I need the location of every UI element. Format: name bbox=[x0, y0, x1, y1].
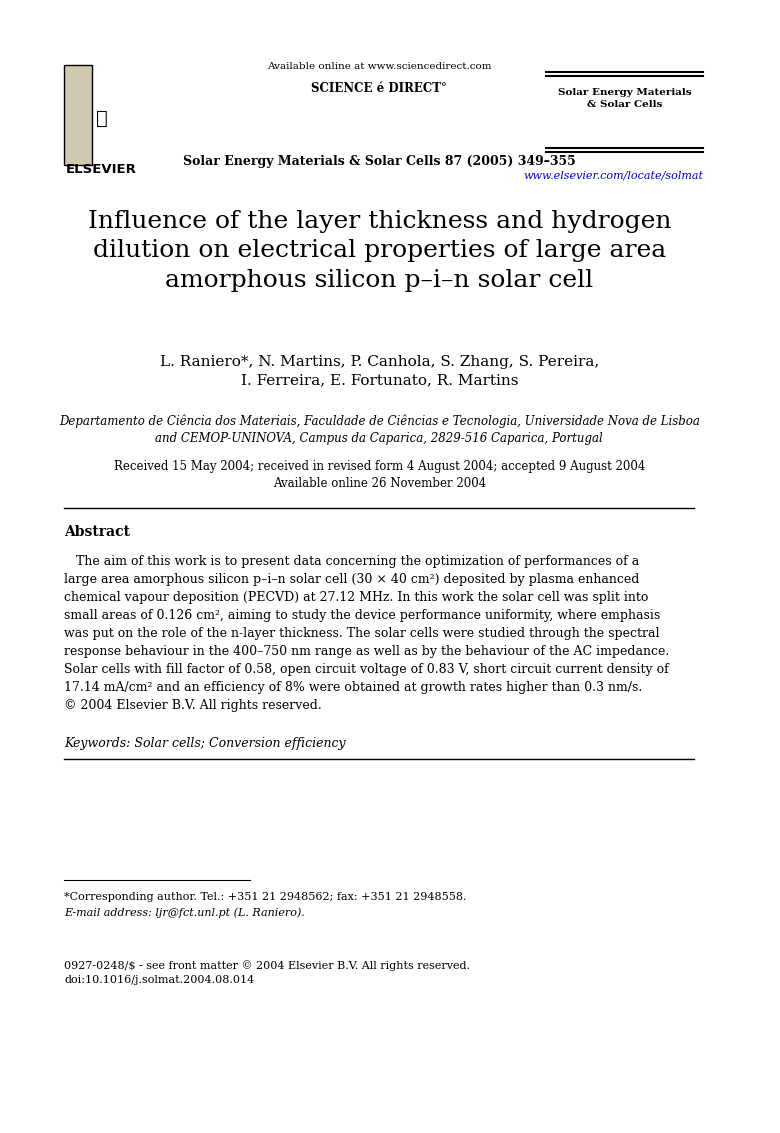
Text: *Corresponding author. Tel.: +351 21 2948562; fax: +351 21 2948558.: *Corresponding author. Tel.: +351 21 294… bbox=[65, 892, 467, 902]
Text: E-mail address: ljr@fct.unl.pt (L. Raniero).: E-mail address: ljr@fct.unl.pt (L. Ranie… bbox=[65, 908, 305, 918]
Text: Available online at www.sciencedirect.com: Available online at www.sciencedirect.co… bbox=[267, 62, 491, 71]
Text: www.elsevier.com/locate/solmat: www.elsevier.com/locate/solmat bbox=[523, 170, 704, 180]
Text: ELSEVIER: ELSEVIER bbox=[66, 163, 137, 176]
Text: Keywords: Solar cells; Conversion efficiency: Keywords: Solar cells; Conversion effici… bbox=[65, 736, 346, 750]
Text: doi:10.1016/j.solmat.2004.08.014: doi:10.1016/j.solmat.2004.08.014 bbox=[65, 976, 255, 985]
Text: response behaviour in the 400–750 nm range as well as by the behaviour of the AC: response behaviour in the 400–750 nm ran… bbox=[65, 645, 670, 658]
Text: large area amorphous silicon p–i–n solar cell (30 × 40 cm²) deposited by plasma : large area amorphous silicon p–i–n solar… bbox=[65, 573, 640, 586]
Text: small areas of 0.126 cm², aiming to study the device performance uniformity, whe: small areas of 0.126 cm², aiming to stud… bbox=[65, 610, 661, 622]
FancyBboxPatch shape bbox=[65, 65, 92, 165]
Text: SCIENCE é DIRECT°: SCIENCE é DIRECT° bbox=[311, 82, 447, 95]
Text: Solar Energy Materials
& Solar Cells: Solar Energy Materials & Solar Cells bbox=[558, 88, 692, 109]
Text: 0927-0248/$ - see front matter © 2004 Elsevier B.V. All rights reserved.: 0927-0248/$ - see front matter © 2004 El… bbox=[65, 960, 470, 971]
Text: Received 15 May 2004; received in revised form 4 August 2004; accepted 9 August : Received 15 May 2004; received in revise… bbox=[114, 460, 645, 489]
Text: © 2004 Elsevier B.V. All rights reserved.: © 2004 Elsevier B.V. All rights reserved… bbox=[65, 699, 322, 712]
Text: chemical vapour deposition (PECVD) at 27.12 MHz. In this work the solar cell was: chemical vapour deposition (PECVD) at 27… bbox=[65, 591, 649, 604]
Text: L. Raniero*, N. Martins, P. Canhola, S. Zhang, S. Pereira,
I. Ferreira, E. Fortu: L. Raniero*, N. Martins, P. Canhola, S. … bbox=[160, 355, 599, 387]
Text: Solar cells with fill factor of 0.58, open circuit voltage of 0.83 V, short circ: Solar cells with fill factor of 0.58, op… bbox=[65, 663, 669, 676]
Text: Abstract: Abstract bbox=[65, 525, 130, 539]
Text: was put on the role of the n-layer thickness. The solar cells were studied throu: was put on the role of the n-layer thick… bbox=[65, 627, 660, 640]
Text: Departamento de Ciência dos Materiais, Faculdade de Ciências e Tecnologia, Unive: Departamento de Ciência dos Materiais, F… bbox=[59, 415, 700, 445]
Text: Influence of the layer thickness and hydrogen
dilution on electrical properties : Influence of the layer thickness and hyd… bbox=[87, 210, 671, 291]
Text: 17.14 mA/cm² and an efficiency of 8% were obtained at growth rates higher than 0: 17.14 mA/cm² and an efficiency of 8% wer… bbox=[65, 681, 643, 695]
Text: 🌳: 🌳 bbox=[96, 109, 108, 128]
Text: The aim of this work is to present data concerning the optimization of performan: The aim of this work is to present data … bbox=[65, 555, 640, 568]
Text: Solar Energy Materials & Solar Cells 87 (2005) 349–355: Solar Energy Materials & Solar Cells 87 … bbox=[183, 155, 576, 168]
